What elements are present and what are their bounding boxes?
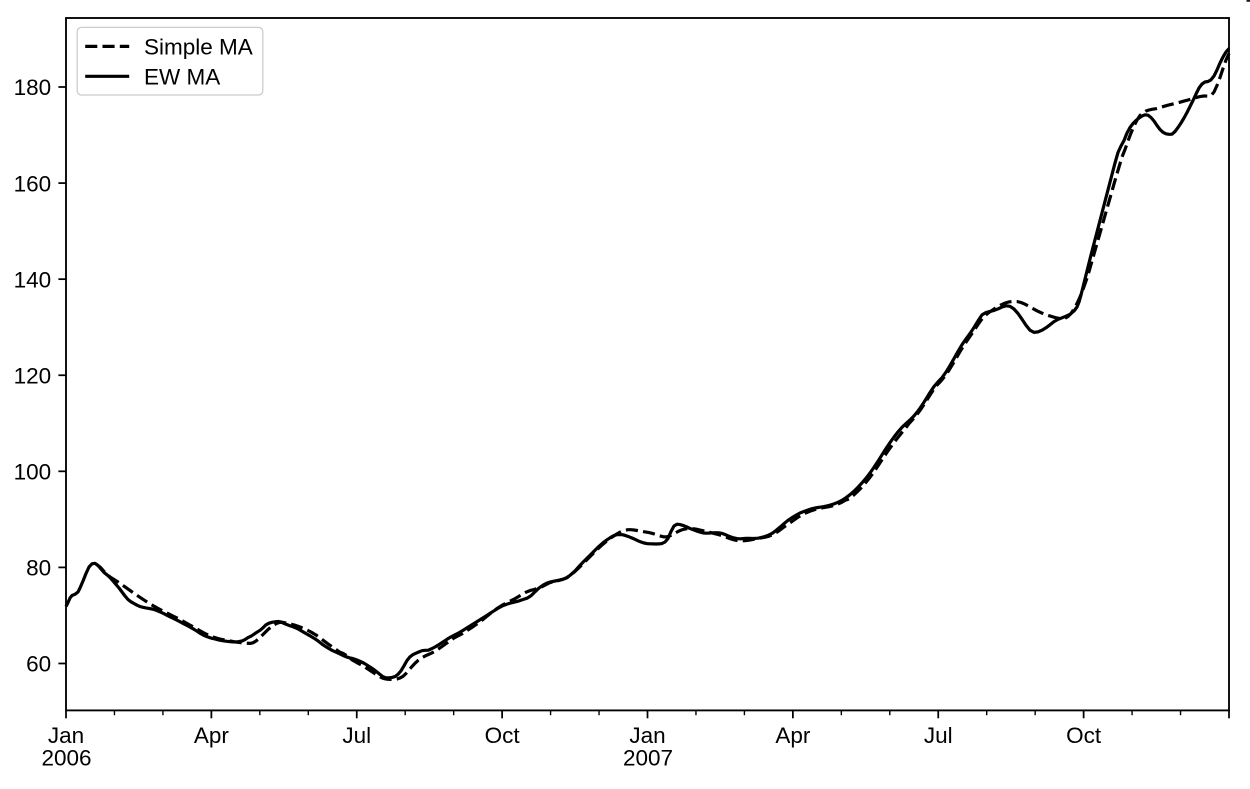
svg-text:Apr: Apr <box>194 723 230 748</box>
svg-text:Jul: Jul <box>924 723 953 748</box>
svg-text:Jan: Jan <box>48 723 84 748</box>
svg-text:140: 140 <box>14 267 52 292</box>
svg-text:Oct: Oct <box>485 723 521 748</box>
svg-text:Jan: Jan <box>629 723 665 748</box>
svg-text:2007: 2007 <box>623 746 673 771</box>
svg-text:100: 100 <box>14 460 52 485</box>
svg-text:180: 180 <box>14 75 52 100</box>
svg-text:Simple MA: Simple MA <box>144 35 253 60</box>
svg-text:Jul: Jul <box>342 723 371 748</box>
svg-text:60: 60 <box>26 652 51 677</box>
svg-text:2006: 2006 <box>41 746 91 771</box>
svg-text:120: 120 <box>14 363 52 388</box>
svg-text:Apr: Apr <box>775 723 811 748</box>
svg-text:80: 80 <box>26 556 51 581</box>
svg-text:160: 160 <box>14 171 52 196</box>
svg-text:EW MA: EW MA <box>144 65 220 90</box>
svg-text:Oct: Oct <box>1066 723 1102 748</box>
